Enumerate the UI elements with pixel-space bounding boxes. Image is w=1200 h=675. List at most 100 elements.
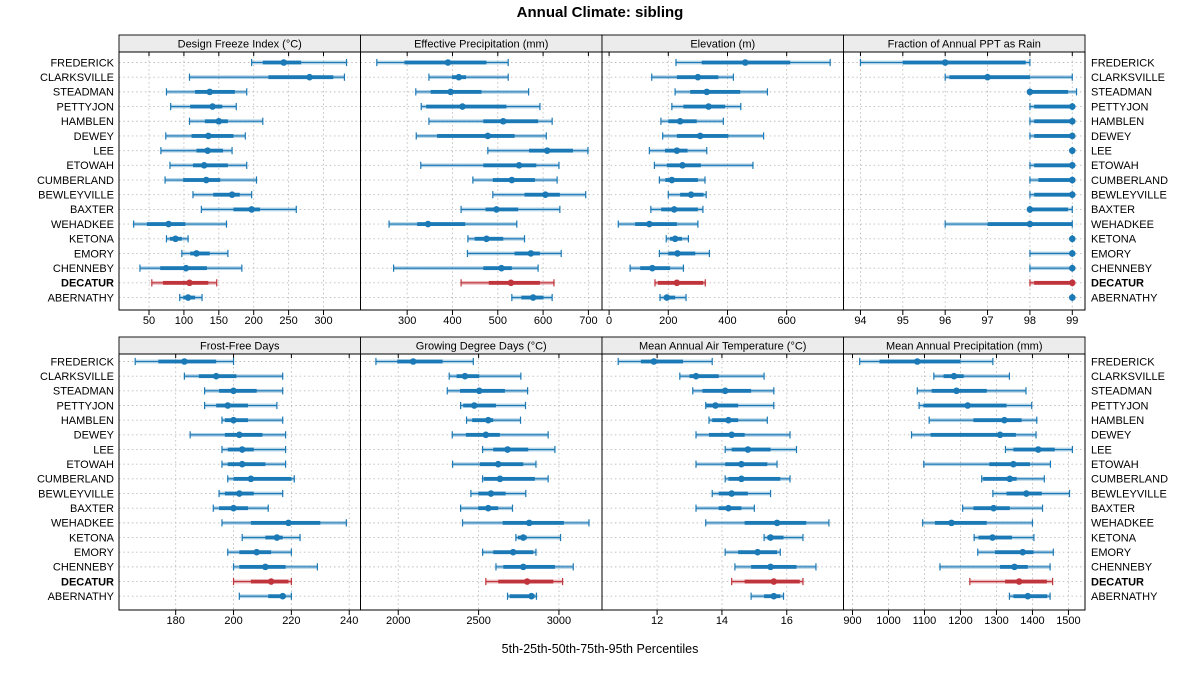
x-tick-label: 220: [282, 615, 300, 627]
median-dot: [206, 88, 214, 96]
median-dot: [1068, 279, 1076, 287]
median-dot: [989, 534, 996, 541]
median-dot: [230, 387, 237, 395]
median-dot: [262, 563, 269, 571]
site-label-left: CLARKSVILLE: [40, 371, 114, 383]
x-tick-label: 1400: [1020, 615, 1044, 627]
median-dot: [424, 220, 432, 228]
median-dot: [224, 402, 232, 409]
site-label-left: EMORY: [74, 547, 115, 559]
median-dot: [515, 162, 523, 169]
band-25-75: [268, 594, 286, 599]
median-dot: [484, 132, 492, 140]
x-tick-label: 200: [245, 315, 263, 327]
band-25-75: [192, 163, 228, 168]
panel-border: [843, 353, 1086, 611]
median-dot: [1068, 294, 1076, 301]
median-dot: [528, 592, 535, 600]
median-dot: [770, 592, 778, 600]
median-dot: [694, 73, 702, 81]
median-dot: [499, 117, 507, 125]
median-dot: [670, 206, 678, 213]
median-dot: [1068, 264, 1076, 272]
site-label-right: BAXTER: [1091, 204, 1135, 216]
median-dot: [964, 402, 971, 409]
site-label-right: CUMBERLAND: [1091, 474, 1168, 486]
x-tick-label: 14: [716, 615, 728, 627]
panel-elevation-m-: Elevation (m) 0 200 400 600: [601, 34, 844, 327]
site-label-left: WEHADKEE: [51, 219, 114, 231]
median-dot: [1015, 578, 1023, 585]
median-dot: [306, 73, 313, 81]
band-25-75: [483, 266, 512, 271]
band-25-75: [657, 280, 704, 285]
strip-title: Frost-Free Days: [200, 341, 280, 353]
band-25-75: [426, 104, 507, 109]
median-dot: [984, 73, 991, 81]
site-label-left: LEE: [93, 444, 114, 456]
band-25-75: [195, 89, 235, 94]
median-dot: [507, 279, 515, 287]
band-25-75: [483, 119, 539, 124]
x-tick-label: 1000: [876, 615, 900, 627]
strip-title: Design Freeze Index (°C): [178, 39, 302, 51]
median-dot: [484, 416, 492, 424]
band-25-75: [483, 476, 535, 481]
panel-fraction-of-annual-ppt-as-rain: Fraction of Annual PPT as Rain 94 95 96 97 98…: [843, 34, 1086, 327]
median-dot: [646, 220, 653, 228]
site-label-right: PETTYJON: [1091, 101, 1149, 113]
band-25-75: [514, 251, 540, 256]
median-dot: [484, 504, 492, 512]
chart-title: Annual Climate: sibling: [516, 4, 684, 21]
median-dot: [238, 446, 246, 453]
x-tick-label: 2000: [386, 615, 410, 627]
band-25-75: [509, 594, 535, 599]
x-tick-label: 300: [398, 315, 416, 327]
band-25-75: [930, 432, 1016, 437]
x-tick-label: 50: [143, 315, 155, 327]
band-25-75: [1038, 178, 1073, 182]
median-dot: [1068, 147, 1076, 154]
site-label-left: CHENNEBY: [53, 263, 115, 275]
site-label-right: KETONA: [1091, 234, 1137, 246]
median-dot: [273, 534, 281, 541]
x-tick-label: 400: [443, 315, 461, 327]
median-dot: [744, 446, 752, 453]
site-label-right: DEWEY: [1091, 131, 1132, 143]
band-25-75: [668, 251, 696, 256]
band-25-75: [1034, 119, 1073, 124]
band-25-75: [902, 60, 1026, 65]
median-dot: [728, 431, 735, 439]
median-dot: [1026, 88, 1034, 96]
median-dot: [1019, 548, 1027, 556]
site-label-right: ABERNATHY: [1091, 591, 1158, 603]
band-25-75: [529, 148, 574, 153]
site-label-left: ETOWAH: [66, 459, 114, 471]
x-tick-label: 250: [279, 315, 297, 327]
band-25-75: [1034, 192, 1073, 197]
median-dot: [542, 191, 549, 199]
site-label-left: ETOWAH: [66, 160, 114, 172]
band-25-75: [485, 207, 519, 212]
median-dot: [285, 519, 292, 527]
median-dot: [193, 250, 200, 257]
site-label-right: STEADMAN: [1091, 87, 1152, 99]
x-tick-label: 1100: [913, 615, 937, 627]
site-label-right: ABERNATHY: [1091, 292, 1158, 304]
x-tick-label: 200: [659, 315, 677, 327]
median-dot: [181, 358, 188, 365]
median-dot: [483, 235, 490, 243]
x-tick-label: 100: [175, 315, 193, 327]
median-dot: [1026, 206, 1034, 213]
median-dot: [519, 563, 527, 571]
median-dot: [663, 294, 671, 301]
median-dot: [519, 534, 527, 541]
panel-growing-degree-days-c-: Growing Degree Days (°C) 2000 2500 3000: [360, 336, 603, 627]
band-25-75: [683, 104, 726, 109]
median-dot: [267, 578, 275, 585]
band-25-75: [689, 374, 719, 379]
site-label-right: EMORY: [1091, 547, 1132, 559]
median-dot: [725, 416, 732, 424]
band-25-75: [191, 134, 234, 138]
band-25-75: [665, 178, 698, 182]
